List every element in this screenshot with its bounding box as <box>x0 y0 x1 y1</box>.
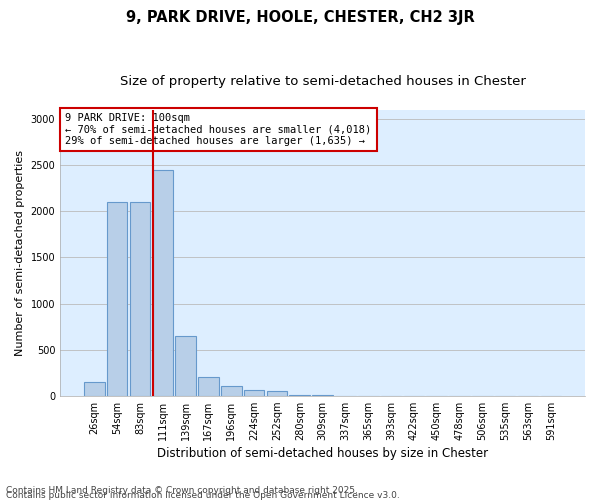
Bar <box>198 378 219 396</box>
Bar <box>152 170 173 396</box>
Text: Contains HM Land Registry data © Crown copyright and database right 2025.: Contains HM Land Registry data © Crown c… <box>6 486 358 495</box>
Text: 9 PARK DRIVE: 100sqm
← 70% of semi-detached houses are smaller (4,018)
29% of se: 9 PARK DRIVE: 100sqm ← 70% of semi-detac… <box>65 113 371 146</box>
Bar <box>107 202 127 396</box>
Bar <box>175 336 196 396</box>
Title: Size of property relative to semi-detached houses in Chester: Size of property relative to semi-detach… <box>119 75 526 88</box>
Text: 9, PARK DRIVE, HOOLE, CHESTER, CH2 3JR: 9, PARK DRIVE, HOOLE, CHESTER, CH2 3JR <box>125 10 475 25</box>
Bar <box>244 390 265 396</box>
Bar <box>84 382 104 396</box>
Bar <box>266 391 287 396</box>
Bar <box>221 386 242 396</box>
Text: Contains public sector information licensed under the Open Government Licence v3: Contains public sector information licen… <box>6 490 400 500</box>
Y-axis label: Number of semi-detached properties: Number of semi-detached properties <box>15 150 25 356</box>
X-axis label: Distribution of semi-detached houses by size in Chester: Distribution of semi-detached houses by … <box>157 447 488 460</box>
Bar <box>130 202 150 396</box>
Bar <box>289 395 310 396</box>
